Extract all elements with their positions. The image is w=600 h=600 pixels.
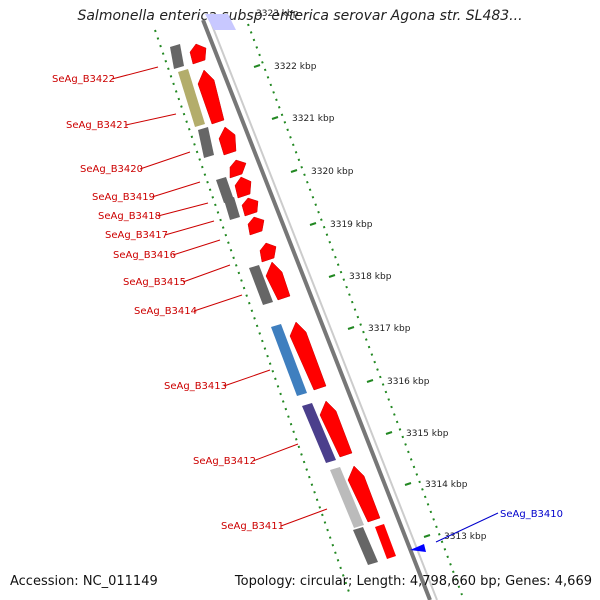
gene-label[interactable]: SeAg_B3420 xyxy=(80,164,143,175)
gene-leader-line xyxy=(111,66,159,80)
gene-label[interactable]: SeAg_B3418 xyxy=(98,211,161,222)
accession-text: Accession: NC_011149 xyxy=(10,574,158,589)
scale-tick xyxy=(347,326,355,330)
cog-bar[interactable] xyxy=(271,324,307,396)
gene-arrow[interactable] xyxy=(247,216,265,236)
gene-label[interactable]: SeAg_B3412 xyxy=(193,456,256,467)
scale-tick xyxy=(423,534,431,538)
gene-arrow[interactable] xyxy=(347,465,381,523)
scale-tick-label: 3315 kbp xyxy=(406,429,449,439)
gene-leader-line xyxy=(193,294,243,312)
scale-tick xyxy=(309,222,317,226)
scale-tick xyxy=(385,431,393,435)
gene-leader-line xyxy=(172,239,221,256)
scale-tick-label: 3316 kbp xyxy=(387,377,430,387)
gene-leader-line xyxy=(125,113,177,126)
gene-labels: SeAg_B3422 SeAg_B3421 SeAg_B3420 SeAg_B3419… xyxy=(52,66,563,543)
scale-track xyxy=(247,23,463,596)
scale-tick xyxy=(404,482,412,486)
gene-label[interactable]: SeAg_B3417 xyxy=(105,230,168,241)
gene-arrow[interactable] xyxy=(229,159,247,179)
gene-label[interactable]: SeAg_B3421 xyxy=(66,120,129,131)
cog-bar[interactable] xyxy=(353,527,378,565)
backbone xyxy=(201,19,432,600)
scale-tick-label: 3322 kbp xyxy=(274,62,317,72)
gene-label[interactable]: SeAg_B3414 xyxy=(134,306,197,317)
scale-tick xyxy=(253,64,261,68)
gene-arrow[interactable] xyxy=(189,43,207,65)
gene-arrow[interactable] xyxy=(234,176,252,199)
scale-tick-label: 3318 kbp xyxy=(349,272,392,282)
gene-arrow[interactable] xyxy=(197,69,225,125)
cog-bar[interactable] xyxy=(170,44,184,69)
cog-bar[interactable] xyxy=(178,69,205,127)
gene-arrow[interactable] xyxy=(218,126,237,156)
gene-leader-line xyxy=(182,264,231,283)
gene-leader-line xyxy=(139,151,191,170)
gene-label[interactable]: SeAg_B3413 xyxy=(164,381,227,392)
gene-leader-line xyxy=(164,220,215,236)
partial-scale-label: 3323 kbp xyxy=(256,9,299,19)
gene-label[interactable]: SeAg_B3419 xyxy=(92,192,155,203)
gene-features xyxy=(170,43,426,565)
gene-arrow[interactable] xyxy=(319,400,353,458)
gene-label[interactable]: SeAg_B3415 xyxy=(123,277,186,288)
scale-tick xyxy=(271,116,279,120)
gene-arrow[interactable] xyxy=(241,197,259,217)
map-title: Salmonella enterica subsp. enterica sero… xyxy=(77,8,523,24)
gene-arrow[interactable] xyxy=(259,242,277,263)
scale-tick-label: 3314 kbp xyxy=(425,480,468,490)
cog-bar[interactable] xyxy=(302,403,336,463)
gene-label[interactable]: SeAg_B3422 xyxy=(52,74,115,85)
topology-text: Topology: circular; Length: 4,798,660 bp… xyxy=(234,574,592,589)
cog-bar[interactable] xyxy=(249,265,273,305)
scale-tick xyxy=(328,274,336,278)
scale-tick xyxy=(366,379,374,383)
cog-bar[interactable] xyxy=(216,177,234,203)
cog-bar[interactable] xyxy=(330,467,364,528)
gene-arrow[interactable] xyxy=(289,321,327,391)
cog-bar[interactable] xyxy=(224,197,240,220)
gene-leader-line xyxy=(280,508,328,527)
gene-leader-line xyxy=(435,512,499,543)
scale-tick-label: 3317 kbp xyxy=(368,324,411,334)
scale-tick-label: 3320 kbp xyxy=(311,167,354,177)
gene-leader-line xyxy=(151,181,201,198)
gene-leader-line xyxy=(223,369,271,387)
scale-tick xyxy=(290,169,298,173)
gene-label[interactable]: SeAg_B3416 xyxy=(113,250,176,261)
backbone-shadow xyxy=(209,19,438,600)
gene-arrow-forward[interactable] xyxy=(410,544,426,552)
gene-leader-line xyxy=(252,443,299,462)
gene-arrow[interactable] xyxy=(375,524,396,559)
scale-ticks: 3322 kbp 3321 kbp 3320 kbp 3319 kbp 3318 kbp… xyxy=(253,62,487,542)
scale-tick-label: 3313 kbp xyxy=(444,532,487,542)
gene-label[interactable]: SeAg_B3410 xyxy=(500,509,563,520)
scale-tick-label: 3319 kbp xyxy=(330,220,373,230)
cog-bar[interactable] xyxy=(198,127,214,158)
gene-leader-line xyxy=(157,202,209,217)
partial-forward-arrow[interactable] xyxy=(205,14,236,30)
scale-tick-label: 3321 kbp xyxy=(292,114,335,124)
gene-label[interactable]: SeAg_B3411 xyxy=(221,521,284,532)
gene-arrow[interactable] xyxy=(265,261,291,301)
